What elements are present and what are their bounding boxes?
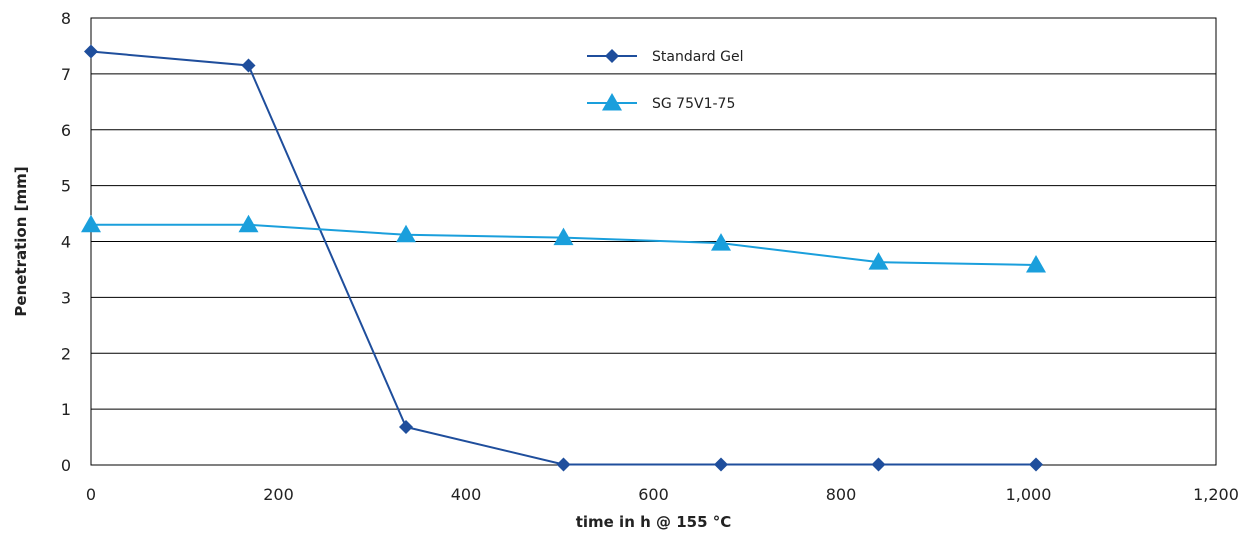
legend-item-sg-75v1-75: SG 75V1-75 [587, 93, 735, 112]
x-tick-label-800: 800 [826, 485, 857, 504]
legend-item-standard-gel: Standard Gel [587, 49, 744, 65]
y-axis-title: Penetration [mm] [12, 166, 30, 316]
data-point-sg-75v1-75-4 [711, 233, 731, 251]
legend-marker-standard-gel [605, 49, 619, 63]
data-point-standard-gel-5 [871, 457, 886, 472]
data-point-standard-gel-4 [714, 457, 728, 472]
y-tick-label-6: 6 [61, 121, 71, 140]
data-point-sg-75v1-75-3 [553, 227, 574, 246]
y-tick-label-2: 2 [61, 344, 71, 363]
y-tick-label-7: 7 [61, 65, 71, 84]
data-point-standard-gel-0 [84, 44, 98, 59]
x-axis-title: time in h @ 155 °C [576, 513, 732, 531]
legend-label-sg-75v1-75: SG 75V1-75 [652, 96, 735, 112]
legend-label-standard-gel: Standard Gel [652, 49, 744, 65]
data-point-standard-gel-6 [1029, 457, 1043, 472]
y-axis-ticks: 0 1 2 3 4 5 6 7 8 [61, 9, 71, 475]
y-tick-label-1: 1 [61, 400, 71, 419]
y-tick-label-5: 5 [61, 177, 71, 196]
data-point-sg-75v1-75-1 [238, 214, 259, 233]
x-tick-label-1200: 1,200 [1193, 485, 1239, 504]
data-point-sg-75v1-75-2 [396, 224, 416, 243]
series-standard-gel [84, 44, 1043, 472]
x-tick-label-400: 400 [451, 485, 482, 504]
y-tick-label-8: 8 [61, 9, 71, 28]
data-point-sg-75v1-75-6 [1026, 254, 1046, 273]
x-axis-ticks: 0 200 400 600 800 1,000 1,200 [86, 485, 1239, 504]
x-tick-label-0: 0 [86, 485, 96, 504]
x-tick-label-600: 600 [638, 485, 669, 504]
data-point-sg-75v1-75-0 [81, 214, 101, 233]
data-point-standard-gel-1 [241, 58, 256, 73]
x-tick-label-1000: 1,000 [1006, 485, 1052, 504]
y-tick-label-4: 4 [61, 233, 71, 252]
legend: Standard Gel SG 75V1-75 [587, 49, 744, 112]
data-point-sg-75v1-75-5 [868, 252, 889, 270]
series-line-standard-gel [90, 50, 1036, 466]
series-sg-75v1-75 [81, 214, 1046, 273]
y-tick-label-3: 3 [61, 288, 71, 307]
series-layer [81, 44, 1046, 472]
legend-marker-sg-75v1-75 [602, 93, 622, 111]
data-point-standard-gel-2 [399, 420, 413, 435]
x-tick-label-200: 200 [263, 485, 294, 504]
y-tick-label-0: 0 [61, 456, 71, 475]
data-point-standard-gel-3 [556, 457, 571, 472]
